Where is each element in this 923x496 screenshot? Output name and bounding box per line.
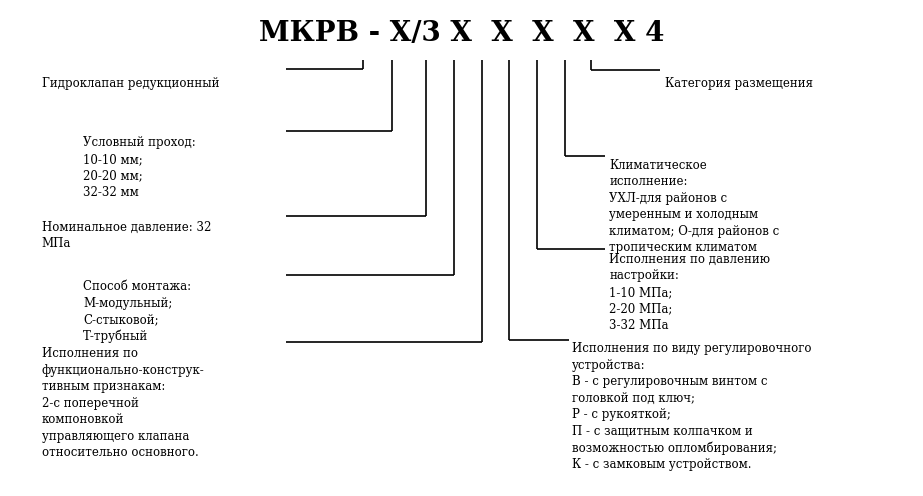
Text: Номинальное давление: 32
МПа: Номинальное давление: 32 МПа	[42, 221, 211, 250]
Text: Исполнения по давлению
настройки:
1-10 МПа;
2-20 МПа;
3-32 МПа: Исполнения по давлению настройки: 1-10 М…	[609, 253, 770, 332]
Text: Условный проход:
10-10 мм;
20-20 мм;
32-32 мм: Условный проход: 10-10 мм; 20-20 мм; 32-…	[83, 136, 196, 199]
Text: Способ монтажа:
М-модульный;
С-стыковой;
Т-трубный: Способ монтажа: М-модульный; С-стыковой;…	[83, 280, 191, 343]
Text: Исполнения по виду регулировочного
устройства:
В - с регулировочным винтом с
гол: Исполнения по виду регулировочного устро…	[572, 342, 811, 471]
Text: МКРВ - Х/3 Х  Х  Х  Х  Х 4: МКРВ - Х/3 Х Х Х Х Х 4	[258, 20, 665, 47]
Text: Исполнения по
функционально-конструк-
тивным признакам:
2-с поперечной
компоновк: Исполнения по функционально-конструк- ти…	[42, 347, 204, 459]
Text: Климатическое
исполнение:
УХЛ-для районов с
умеренным и холодным
климатом; О-для: Климатическое исполнение: УХЛ-для районо…	[609, 159, 779, 254]
Text: Категория размещения: Категория размещения	[665, 77, 812, 90]
Text: Гидроклапан редукционный: Гидроклапан редукционный	[42, 77, 219, 90]
